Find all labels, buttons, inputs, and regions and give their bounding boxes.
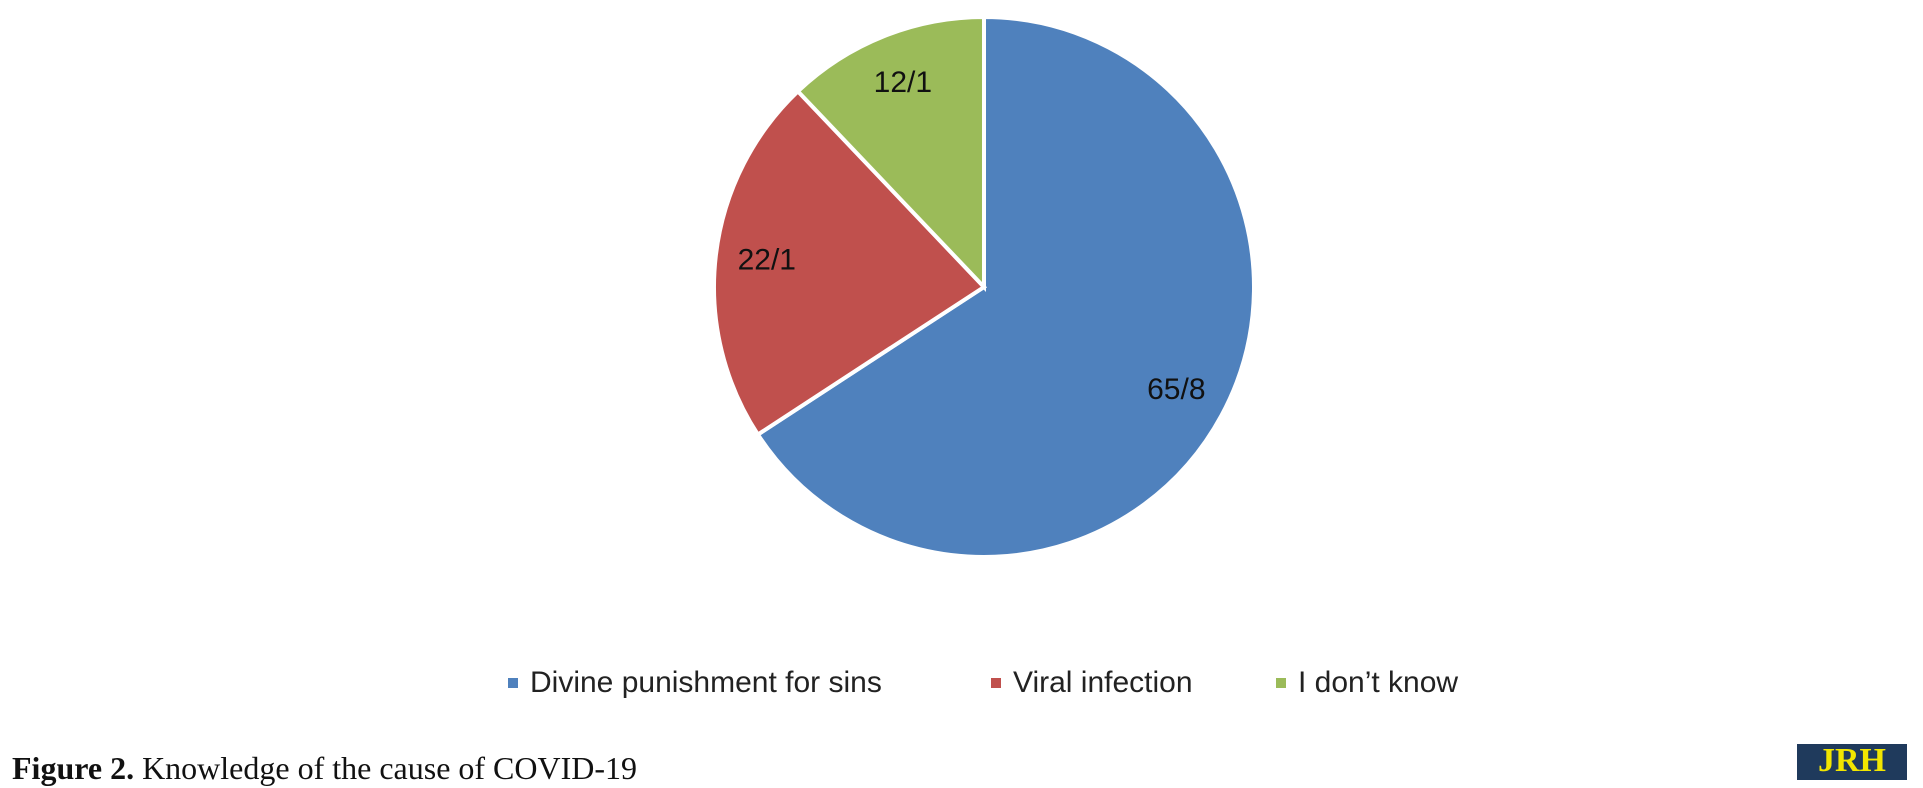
logo-box: [1797, 744, 1907, 780]
pie-slice: [795, 14, 986, 293]
legend-swatch: [508, 678, 518, 688]
pie-slice: [712, 88, 988, 438]
legend-label: I don’t know: [1298, 666, 1458, 699]
caption-label: Figure 2.: [12, 750, 134, 786]
data-label: 22/1: [738, 244, 796, 277]
logo-text: JRH: [1818, 742, 1886, 779]
data-label: 12/1: [874, 66, 932, 99]
caption-text: Knowledge of the cause of COVID-19: [142, 750, 637, 786]
caption: Figure 2. Knowledge of the cause of COVI…: [12, 750, 637, 786]
data-label: 65/8: [1147, 373, 1205, 406]
pie-slice: [755, 14, 1256, 559]
logo: JRH: [1797, 742, 1907, 780]
legend-swatch: [991, 678, 1001, 688]
legend-label: Viral infection: [1013, 666, 1193, 699]
legend-swatch: [1276, 678, 1286, 688]
legend-label: Divine punishment for sins: [530, 666, 882, 699]
